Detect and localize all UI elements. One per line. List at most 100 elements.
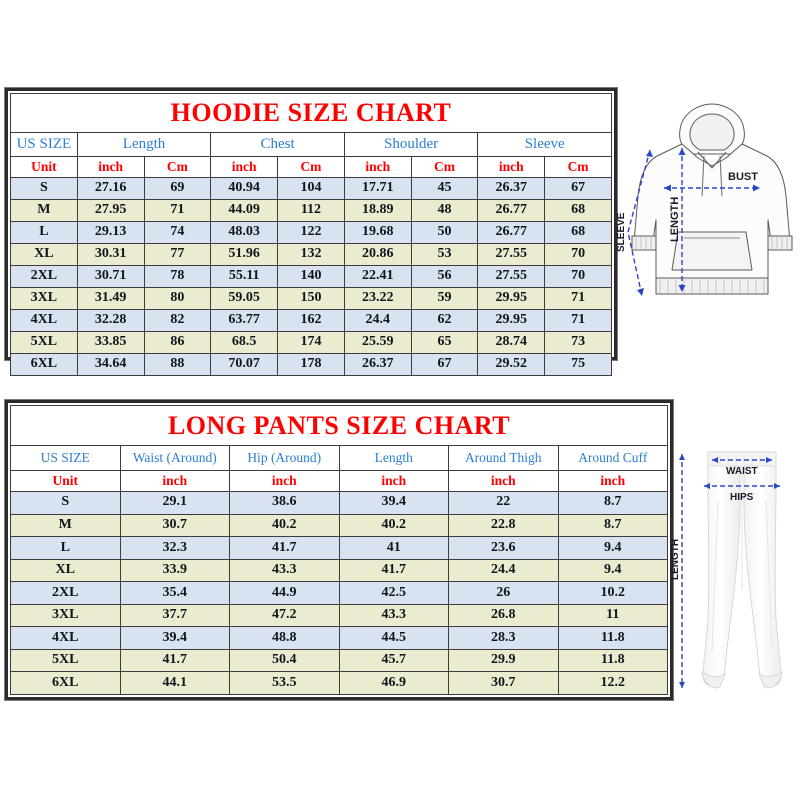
pants-cell: 44.5 bbox=[338, 626, 449, 650]
hoodie-header-length: Length bbox=[76, 132, 212, 157]
hoodie-unit-row: Unit inch Cm inch Cm inch Cm inch Cm bbox=[10, 156, 612, 178]
hoodie-size-label: 5XL bbox=[10, 331, 78, 354]
table-row: XL 33.9 43.3 41.7 24.4 9.4 bbox=[10, 558, 668, 583]
pants-cell: 39.4 bbox=[338, 491, 449, 515]
hoodie-cell: 68.5 bbox=[210, 331, 279, 354]
pants-header-us-size: US SIZE bbox=[10, 444, 121, 471]
pants-cell: 40.2 bbox=[229, 513, 340, 538]
pants-cell: 30.7 bbox=[448, 671, 559, 695]
hoodie-cell: 88 bbox=[143, 353, 212, 376]
hoodie-title-row: HOODIE SIZE CHART bbox=[10, 93, 612, 133]
pants-cell: 24.4 bbox=[448, 558, 559, 583]
pants-cell: 26.8 bbox=[448, 603, 559, 628]
hoodie-cell: 67 bbox=[544, 177, 612, 200]
table-row: 2XL 30.71 78 55.11 140 22.41 56 27.55 70 bbox=[10, 265, 612, 288]
hoodie-cell: 40.94 bbox=[210, 177, 279, 200]
pants-header-cuff: Around Cuff bbox=[557, 444, 668, 471]
pants-cell: 12.2 bbox=[557, 671, 668, 695]
pants-cell: 41 bbox=[338, 536, 449, 560]
pants-cell: 8.7 bbox=[557, 491, 668, 515]
pants-cell: 29.1 bbox=[119, 491, 230, 515]
hoodie-header-shoulder: Shoulder bbox=[343, 132, 479, 157]
hoodie-cell: 112 bbox=[277, 199, 345, 222]
hoodie-cell: 19.68 bbox=[343, 221, 412, 244]
hoodie-cell: 26.77 bbox=[477, 199, 546, 222]
pants-cell: 53.5 bbox=[229, 671, 340, 695]
hoodie-cell: 174 bbox=[277, 331, 345, 354]
hoodie-cell: 23.22 bbox=[343, 287, 412, 310]
hoodie-cell: 27.55 bbox=[477, 265, 546, 288]
pants-cell: 39.4 bbox=[119, 626, 230, 650]
pants-cell: 29.9 bbox=[448, 648, 559, 673]
pants-unit-hip: inch bbox=[229, 469, 340, 493]
pants-cell: 43.3 bbox=[338, 603, 449, 628]
hoodie-cell: 53 bbox=[410, 243, 479, 266]
hoodie-cell: 122 bbox=[277, 221, 345, 244]
hoodie-cell: 71 bbox=[544, 287, 612, 310]
pants-header-waist: Waist (Around) bbox=[119, 444, 230, 471]
pants-cell: 37.7 bbox=[119, 603, 230, 628]
table-row: 5XL 41.7 50.4 45.7 29.9 11.8 bbox=[10, 648, 668, 673]
hoodie-cell: 74 bbox=[143, 221, 212, 244]
hoodie-length-label: LENGTH bbox=[669, 197, 681, 242]
pants-chart-title: LONG PANTS SIZE CHART bbox=[10, 405, 668, 446]
hoodie-cell: 30.31 bbox=[76, 243, 145, 266]
pants-size-label: M bbox=[10, 513, 121, 538]
pants-cell: 47.2 bbox=[229, 603, 340, 628]
table-row: 3XL 37.7 47.2 43.3 26.8 11 bbox=[10, 603, 668, 628]
pants-cell: 10.2 bbox=[557, 581, 668, 605]
pants-waist-label: WAIST bbox=[726, 466, 758, 477]
hoodie-cell: 44.09 bbox=[210, 199, 279, 222]
hoodie-cell: 51.96 bbox=[210, 243, 279, 266]
pants-cell: 40.2 bbox=[338, 513, 449, 538]
pants-cell: 44.9 bbox=[229, 581, 340, 605]
table-row: 4XL 39.4 48.8 44.5 28.3 11.8 bbox=[10, 626, 668, 650]
hoodie-cell: 50 bbox=[410, 221, 479, 244]
hoodie-cell: 104 bbox=[277, 177, 345, 200]
hoodie-cell: 48.03 bbox=[210, 221, 279, 244]
table-row: XL 30.31 77 51.96 132 20.86 53 27.55 70 bbox=[10, 243, 612, 266]
table-row: 6XL 34.64 88 70.07 178 26.37 67 29.52 75 bbox=[10, 353, 612, 376]
pants-cell: 45.7 bbox=[338, 648, 449, 673]
pants-header-hip: Hip (Around) bbox=[229, 444, 340, 471]
hoodie-cell: 68 bbox=[544, 199, 612, 222]
pants-cell: 23.6 bbox=[448, 536, 559, 560]
pants-unit-waist: inch bbox=[119, 469, 230, 493]
hoodie-cell: 71 bbox=[143, 199, 212, 222]
pants-cell: 30.7 bbox=[119, 513, 230, 538]
pants-size-label: 5XL bbox=[10, 648, 121, 673]
pants-cell: 44.1 bbox=[119, 671, 230, 695]
hoodie-cell: 27.16 bbox=[76, 177, 145, 200]
pants-unit-cuff: inch bbox=[557, 469, 668, 493]
hoodie-cell: 34.64 bbox=[76, 353, 145, 376]
pants-cell: 41.7 bbox=[229, 536, 340, 560]
pants-size-table: LONG PANTS SIZE CHART US SIZE Waist (Aro… bbox=[10, 405, 668, 695]
pants-cell: 11.8 bbox=[557, 626, 668, 650]
pants-cell: 9.4 bbox=[557, 536, 668, 560]
hoodie-cell: 65 bbox=[410, 331, 479, 354]
pants-cell: 41.7 bbox=[119, 648, 230, 673]
hoodie-group-header-row: US SIZE Length Chest Shoulder Sleeve bbox=[10, 132, 612, 157]
table-row: M 27.95 71 44.09 112 18.89 48 26.77 68 bbox=[10, 199, 612, 222]
hoodie-cell: 17.71 bbox=[343, 177, 412, 200]
hoodie-cell: 26.37 bbox=[477, 177, 546, 200]
pants-unit-label: Unit bbox=[10, 469, 121, 493]
hoodie-cell: 30.71 bbox=[76, 265, 145, 288]
hoodie-cell: 56 bbox=[410, 265, 479, 288]
pants-cell: 38.6 bbox=[229, 491, 340, 515]
hoodie-cell: 132 bbox=[277, 243, 345, 266]
hoodie-header-sleeve: Sleeve bbox=[477, 132, 612, 157]
hoodie-cell: 62 bbox=[410, 309, 479, 332]
pants-title-row: LONG PANTS SIZE CHART bbox=[10, 405, 668, 446]
pants-cell: 11.8 bbox=[557, 648, 668, 673]
hoodie-header-us-size: US SIZE bbox=[10, 132, 78, 157]
hoodie-cell: 26.77 bbox=[477, 221, 546, 244]
hoodie-cell: 86 bbox=[143, 331, 212, 354]
table-row: L 29.13 74 48.03 122 19.68 50 26.77 68 bbox=[10, 221, 612, 244]
pants-cell: 11 bbox=[557, 603, 668, 628]
pants-cell: 8.7 bbox=[557, 513, 668, 538]
hoodie-cell: 28.74 bbox=[477, 331, 546, 354]
pants-cell: 46.9 bbox=[338, 671, 449, 695]
pants-illustration: WAIST HIPS LENGTH bbox=[668, 440, 800, 725]
hoodie-cell: 18.89 bbox=[343, 199, 412, 222]
